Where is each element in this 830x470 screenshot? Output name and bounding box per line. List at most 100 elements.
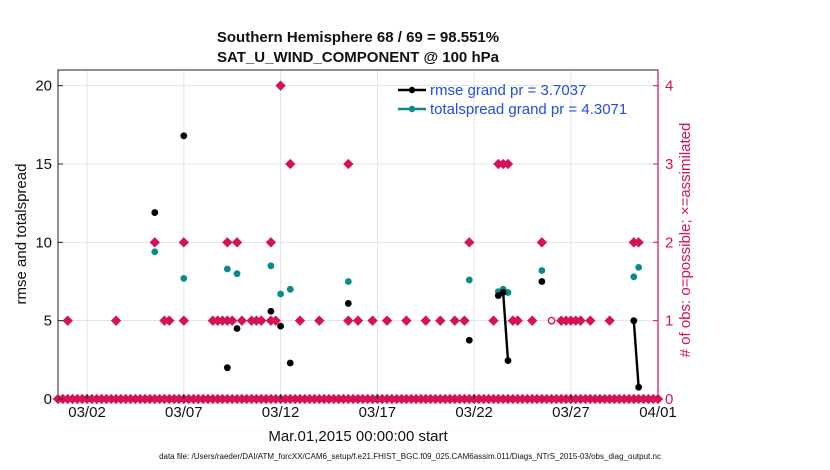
y-right-tick-label: 1	[665, 313, 673, 330]
grid-layer	[58, 70, 659, 400]
chart-title-line2: SAT_U_WIND_COMPONENT @ 100 hPa	[217, 49, 500, 66]
obs-assimilated-marker	[435, 315, 446, 326]
obs-assimilated-marker	[488, 315, 499, 326]
rmse-point	[630, 317, 638, 325]
obs-assimilated-marker	[401, 315, 412, 326]
obs-assimilated-marker	[420, 315, 431, 326]
data-file-footer: data file: /Users/raeder/DAI/ATM_forcXX/…	[159, 452, 661, 461]
obs-assimilated-marker	[633, 237, 644, 248]
obs-assimilated-marker	[585, 315, 596, 326]
spread-point	[635, 264, 643, 271]
x-tick-label: 04/01	[639, 404, 677, 421]
spread-point	[465, 276, 473, 284]
x-tick-label: 03/22	[455, 404, 493, 421]
y-right-tick-label: 3	[665, 156, 673, 173]
rmse-line	[501, 292, 510, 361]
spread-point	[151, 248, 159, 256]
obs-assimilated-marker	[164, 315, 175, 326]
obs-assimilated-marker	[256, 315, 267, 326]
rmse-line	[632, 320, 640, 388]
y-axis-label: rmse and totalspread	[13, 164, 30, 305]
obs-assimilated-marker	[459, 315, 470, 326]
obs-possible-marker	[547, 316, 556, 325]
obs-assimilated-marker	[222, 237, 233, 248]
x-tick-label: 03/02	[68, 404, 106, 421]
obs-assimilated-marker	[265, 237, 277, 248]
rmse-point	[538, 278, 546, 285]
plot-frame	[57, 69, 659, 400]
legend-rmse-label: rmse grand pr = 3.7037	[430, 82, 586, 99]
obs-assimilated-marker	[178, 315, 189, 326]
rmse-point	[151, 209, 159, 216]
spread-point	[538, 267, 546, 274]
spread-point	[180, 274, 188, 282]
x-tick-label: 03/27	[552, 404, 590, 421]
y-tick-label: 5	[44, 313, 52, 330]
obs-assimilated-marker	[231, 237, 243, 248]
x-tick-label: 03/07	[165, 404, 203, 421]
spread-point	[223, 265, 231, 273]
rmse-point	[223, 364, 231, 372]
obs-assimilated-marker	[62, 315, 73, 326]
rmse-point	[465, 336, 473, 344]
chart-title-line1: Southern Hemisphere 68 / 69 = 98.551%	[217, 29, 499, 46]
obs-assimilated-marker	[381, 315, 393, 326]
y-tick-label: 10	[35, 234, 52, 251]
legend-spread-label: totalspread grand pr = 4.3071	[430, 101, 627, 118]
spread-point	[277, 290, 284, 298]
obs-assimilated-marker	[502, 158, 514, 170]
rmse-point	[344, 300, 352, 307]
rmse-point	[277, 322, 284, 330]
obs-assimilated-marker	[270, 315, 281, 326]
obs-layer	[52, 80, 664, 405]
rmse-point	[504, 357, 512, 365]
obs-assimilated-marker	[343, 158, 354, 170]
spread-point	[267, 262, 275, 270]
y-tick-label: 20	[35, 78, 52, 95]
y-right-tick-label: 0	[665, 391, 673, 408]
obs-assimilated-marker	[527, 315, 538, 326]
obs-assimilated-marker	[178, 237, 189, 248]
obs-assimilated-marker	[464, 237, 475, 248]
obs-assimilated-marker	[352, 315, 364, 326]
rmse-point	[635, 383, 643, 391]
spread-point	[344, 278, 352, 285]
obs-assimilated-marker	[285, 158, 296, 170]
x-axis-label: Mar.01,2015 00:00:00 start	[268, 428, 448, 445]
spread-point	[630, 273, 638, 281]
obs-assimilated-marker	[449, 315, 460, 326]
obs-assimilated-marker	[343, 315, 354, 326]
data-layer	[151, 132, 643, 391]
obs-assimilated-marker	[575, 315, 586, 326]
obs-assimilated-marker	[604, 315, 615, 326]
rmse-point	[180, 132, 188, 140]
x-tick-label: 03/17	[359, 404, 397, 421]
obs-assimilated-marker	[314, 315, 325, 326]
legend-spread-marker	[408, 105, 416, 113]
y-right-tick-label: 2	[665, 234, 673, 251]
y-right-tick-label: 4	[665, 78, 673, 95]
y-axis-right-label: # of obs: o=possible; ×=assimilated	[677, 123, 694, 358]
obs-assimilated-marker	[367, 315, 378, 326]
rmse-point	[286, 359, 294, 367]
spread-point	[286, 285, 294, 293]
obs-assimilated-marker	[294, 315, 306, 326]
line-layer	[501, 292, 640, 388]
axis-layer: 03/02 03/07 03/12 03/17 03/22 03/27 04/0105101…	[35, 70, 677, 421]
rmse-point	[233, 325, 241, 332]
obs-assimilated-marker	[512, 315, 523, 326]
spread-point	[504, 289, 512, 296]
y-tick-label: 0	[44, 391, 52, 408]
obs-assimilated-marker	[227, 315, 238, 326]
obs-assimilated-marker	[149, 237, 160, 248]
obs-assimilated-marker	[275, 80, 286, 91]
legend-rmse-marker	[408, 86, 416, 94]
rmse-point	[499, 289, 507, 296]
x-tick-label: 03/12	[262, 404, 300, 421]
spread-point	[233, 270, 241, 278]
y-tick-label: 15	[35, 156, 52, 173]
obs-assimilated-marker	[536, 237, 548, 248]
obs-assimilated-marker	[236, 315, 248, 326]
